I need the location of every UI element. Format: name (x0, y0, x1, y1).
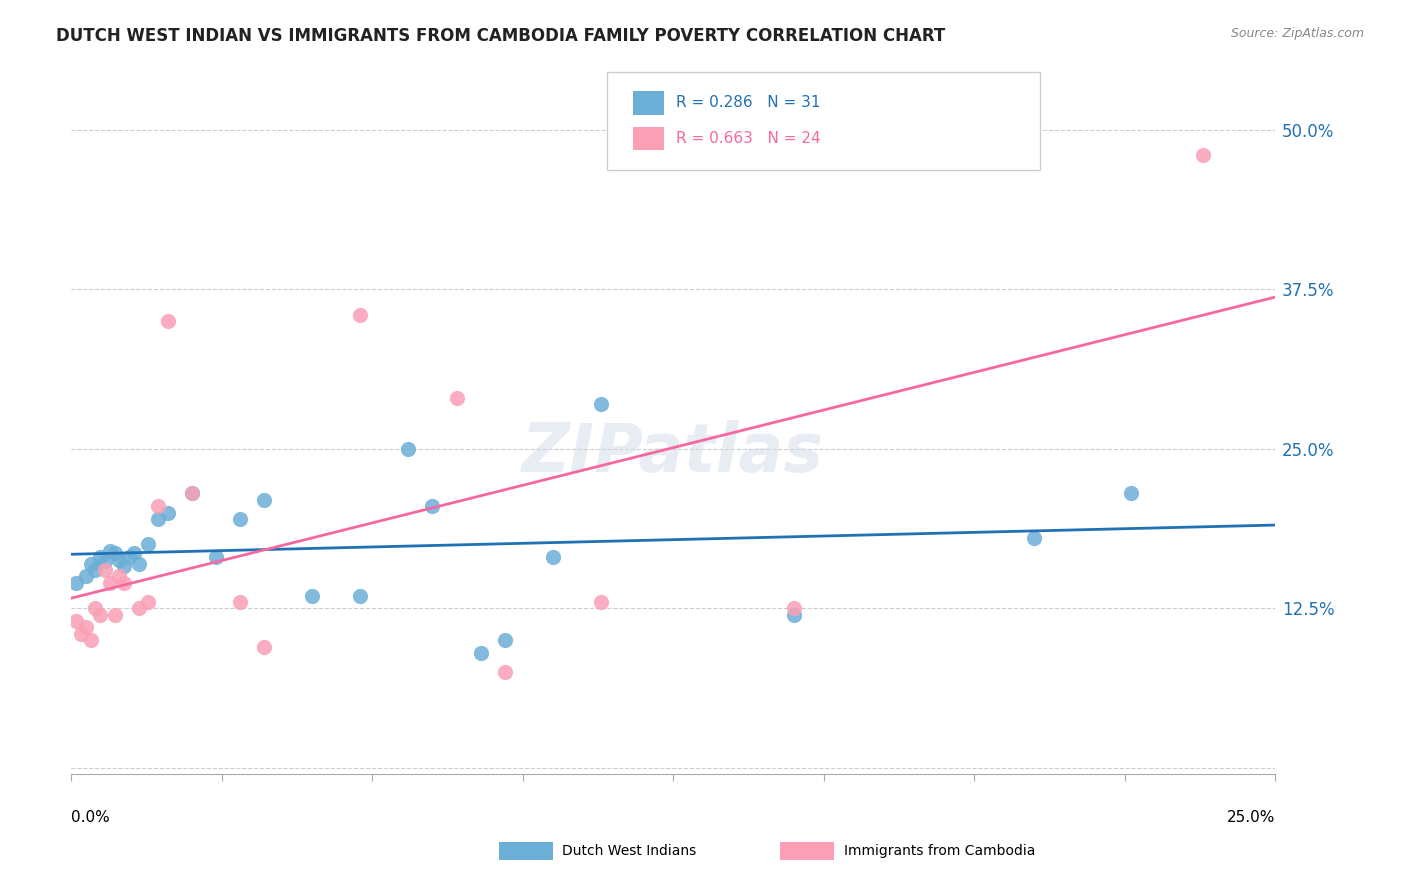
Point (180, 486, 202, 500)
Point (89, 550, 111, 565)
Text: ZIPatlas: ZIPatlas (522, 419, 824, 485)
Point (103, 546, 125, 560)
Point (128, 601, 150, 615)
Point (253, 492, 276, 507)
Point (108, 553, 131, 567)
Point (128, 557, 150, 571)
Point (98, 544, 121, 558)
Text: Immigrants from Cambodia: Immigrants from Cambodia (844, 844, 1035, 858)
Point (229, 595, 252, 609)
Point (89, 607, 111, 622)
Point (103, 607, 125, 622)
Text: DUTCH WEST INDIAN VS IMMIGRANTS FROM CAMBODIA FAMILY POVERTY CORRELATION CHART: DUTCH WEST INDIAN VS IMMIGRANTS FROM CAM… (56, 27, 945, 45)
Text: Dutch West Indians: Dutch West Indians (562, 844, 696, 858)
Text: 25.0%: 25.0% (1227, 810, 1275, 825)
Point (108, 569, 131, 583)
Point (146, 512, 169, 526)
Text: R = 0.286   N = 31: R = 0.286 N = 31 (676, 95, 820, 110)
Point (75, 620, 97, 634)
Point (156, 314, 179, 328)
FancyBboxPatch shape (634, 127, 664, 151)
Point (1119, 486, 1142, 500)
Point (70, 627, 93, 641)
Point (112, 575, 135, 590)
Point (94, 563, 117, 577)
Point (229, 512, 252, 526)
Point (494, 665, 516, 679)
Point (589, 397, 612, 411)
FancyBboxPatch shape (607, 71, 1040, 170)
Point (136, 595, 159, 609)
Point (782, 607, 804, 622)
Point (470, 646, 492, 660)
Point (349, 308, 371, 322)
Point (146, 499, 169, 513)
Point (253, 640, 276, 654)
Point (494, 633, 516, 648)
Point (94, 554, 117, 568)
Point (122, 546, 145, 560)
Point (79, 557, 101, 571)
Point (541, 550, 564, 565)
Point (422, 499, 444, 513)
Point (84, 563, 107, 577)
Point (782, 601, 804, 615)
Point (98, 575, 121, 590)
Point (446, 391, 468, 405)
FancyBboxPatch shape (634, 91, 664, 114)
Point (112, 559, 135, 574)
Point (156, 506, 179, 520)
Point (79, 633, 101, 648)
Point (118, 550, 141, 565)
Point (1024, 531, 1046, 545)
Point (136, 537, 159, 551)
Point (180, 486, 202, 500)
Point (84, 601, 107, 615)
Point (65, 575, 87, 590)
Text: Source: ZipAtlas.com: Source: ZipAtlas.com (1230, 27, 1364, 40)
Text: R = 0.663   N = 24: R = 0.663 N = 24 (676, 131, 820, 145)
Point (589, 595, 612, 609)
Point (204, 550, 226, 565)
Point (396, 442, 419, 456)
Point (65, 614, 87, 628)
Point (75, 569, 97, 583)
Point (301, 589, 323, 603)
Point (1192, 148, 1215, 162)
Text: 0.0%: 0.0% (72, 810, 110, 825)
Point (349, 589, 371, 603)
